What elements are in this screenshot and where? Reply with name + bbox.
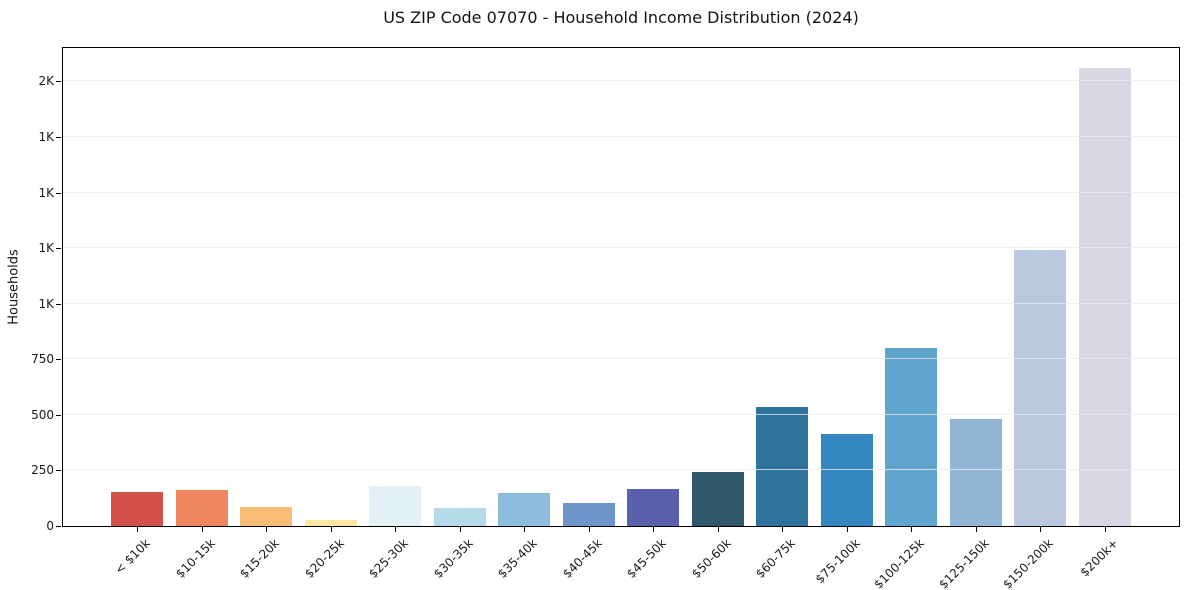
x-tick-label: $200k+ xyxy=(1077,536,1121,580)
plot-inner xyxy=(63,48,1179,526)
x-tick-label: $100-125k xyxy=(871,536,928,590)
y-tick-label: 2K xyxy=(38,74,54,88)
x-tick-label: $20-25k xyxy=(301,536,347,581)
bar-$35-40k xyxy=(498,493,551,526)
x-tick xyxy=(846,527,848,532)
y-tick-label: 0 xyxy=(46,519,54,533)
y-gridline xyxy=(63,247,1179,249)
y-tick-label: 1K xyxy=(38,186,54,200)
x-tick-label: $40-45k xyxy=(559,536,605,581)
x-tick xyxy=(459,527,461,532)
y-tick-label: 1K xyxy=(38,297,54,311)
x-tick xyxy=(782,527,784,532)
bar-< $10k xyxy=(111,492,164,526)
x-tick-label: $45-50k xyxy=(624,536,670,581)
plot-area xyxy=(62,47,1180,527)
y-tick xyxy=(56,526,61,527)
y-gridline xyxy=(63,191,1179,193)
x-tick xyxy=(975,527,977,532)
bar-$60-75k xyxy=(756,407,809,526)
x-tick-label: $30-35k xyxy=(430,536,476,581)
bar-$100-125k xyxy=(885,348,938,526)
x-tick-label: $25-30k xyxy=(366,536,412,581)
y-gridline xyxy=(63,469,1179,471)
x-tick xyxy=(653,527,655,532)
y-tick-label: 500 xyxy=(31,408,54,422)
y-tick-label: 1K xyxy=(38,241,54,255)
x-tick-label: $10-15k xyxy=(172,536,218,581)
bar-$150-200k xyxy=(1014,250,1067,526)
x-tick xyxy=(588,527,590,532)
bar-$10-15k xyxy=(175,490,228,526)
bar-$20-25k xyxy=(304,520,357,526)
y-gridline xyxy=(63,302,1179,304)
x-tick-label: $60-75k xyxy=(753,536,799,581)
x-tick-label: $50-60k xyxy=(688,536,734,581)
x-tick xyxy=(1104,527,1106,532)
x-tick-label: $75-100k xyxy=(812,536,863,587)
y-gridline xyxy=(63,135,1179,137)
y-tick xyxy=(56,193,61,194)
y-tick xyxy=(56,415,61,416)
chart-title: US ZIP Code 07070 - Household Income Dis… xyxy=(383,8,859,27)
y-tick xyxy=(56,304,61,305)
bar-$25-30k xyxy=(369,486,422,526)
y-tick-label: 750 xyxy=(31,352,54,366)
x-tick xyxy=(137,527,139,532)
y-tick xyxy=(56,81,61,82)
y-gridline xyxy=(63,413,1179,415)
bar-$30-35k xyxy=(433,508,486,526)
bar-$200k+ xyxy=(1078,68,1131,526)
y-axis-label: Households xyxy=(6,249,22,325)
x-tick-label: < $10k xyxy=(112,536,154,577)
x-tick xyxy=(911,527,913,532)
x-tick-label: $125-150k xyxy=(935,536,992,590)
y-tick xyxy=(56,137,61,138)
x-tick-label: $15-20k xyxy=(237,536,283,581)
x-tick-label: $35-40k xyxy=(495,536,541,581)
bar-$15-20k xyxy=(240,507,293,526)
bar-$40-45k xyxy=(562,503,615,526)
x-tick xyxy=(395,527,397,532)
bar-$45-50k xyxy=(627,489,680,526)
x-tick xyxy=(717,527,719,532)
x-tick xyxy=(524,527,526,532)
y-tick-label: 1K xyxy=(38,130,54,144)
y-tick xyxy=(56,359,61,360)
bar-$75-100k xyxy=(820,434,873,526)
bar-$50-60k xyxy=(691,472,744,526)
y-gridline xyxy=(63,80,1179,82)
x-tick xyxy=(330,527,332,532)
y-tick xyxy=(56,248,61,249)
y-gridline xyxy=(63,358,1179,360)
y-tick xyxy=(56,470,61,471)
x-tick xyxy=(1040,527,1042,532)
y-tick-label: 250 xyxy=(31,463,54,477)
bar-$125-150k xyxy=(949,419,1002,526)
x-tick xyxy=(201,527,203,532)
x-tick xyxy=(266,527,268,532)
x-tick-label: $150-200k xyxy=(1000,536,1057,590)
